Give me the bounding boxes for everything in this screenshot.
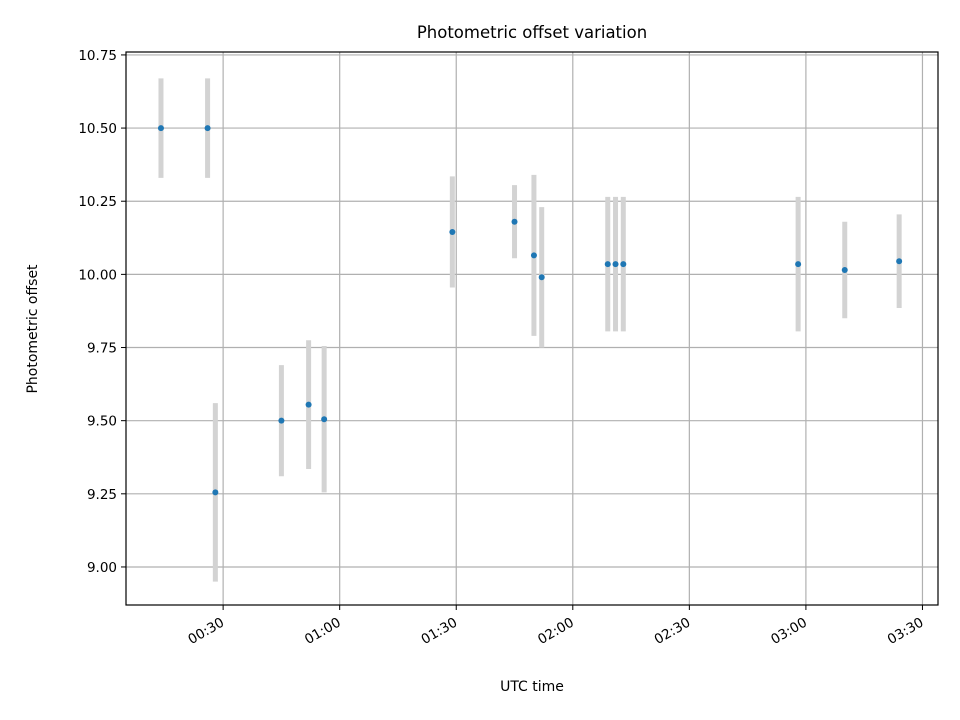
data-point xyxy=(530,252,537,259)
y-tick-label: 9.25 xyxy=(87,487,117,503)
x-tick-label: 03:00 xyxy=(768,615,810,648)
x-tick-label: 00:30 xyxy=(185,615,227,648)
y-tick-label: 10.50 xyxy=(78,121,117,137)
x-tick-label: 02:00 xyxy=(535,615,577,648)
x-tick-label: 02:30 xyxy=(652,615,694,648)
data-point xyxy=(896,258,903,265)
data-point xyxy=(321,416,328,423)
data-points xyxy=(157,125,903,496)
data-point xyxy=(157,125,164,132)
data-point xyxy=(305,401,312,408)
y-tick-label: 9.50 xyxy=(87,414,117,430)
data-point xyxy=(278,417,285,424)
error-bars xyxy=(158,78,902,582)
data-point xyxy=(449,228,456,235)
data-point xyxy=(841,266,848,273)
x-tick-label: 03:30 xyxy=(885,615,927,648)
y-tick-label: 9.75 xyxy=(87,341,117,357)
y-tick-label: 10.25 xyxy=(78,194,117,210)
x-tick-label: 01:00 xyxy=(302,615,344,648)
y-tick-label: 9.00 xyxy=(87,560,117,576)
data-point xyxy=(511,218,518,225)
plot-frame xyxy=(125,51,939,606)
y-tick-label: 10.00 xyxy=(78,267,117,283)
x-tick-label: 01:30 xyxy=(419,615,461,648)
data-point xyxy=(212,489,219,496)
data-point xyxy=(620,261,627,268)
data-point xyxy=(538,274,545,281)
data-point xyxy=(604,261,611,268)
y-tick-label: 10.75 xyxy=(78,48,117,64)
y-axis-label: Photometric offset xyxy=(25,264,41,394)
x-axis-label: UTC time xyxy=(500,679,564,695)
data-point xyxy=(204,125,211,132)
y-axis: 9.00 9.25 9.50 9.75 10.00 10.25 10.50 10.75 xyxy=(78,48,126,576)
data-point xyxy=(795,261,802,268)
data-point xyxy=(612,261,619,268)
chart-title: Photometric offset variation xyxy=(417,23,647,42)
x-axis: 00:30 01:00 01:30 02:00 02:30 03:00 03:30 xyxy=(185,605,926,648)
